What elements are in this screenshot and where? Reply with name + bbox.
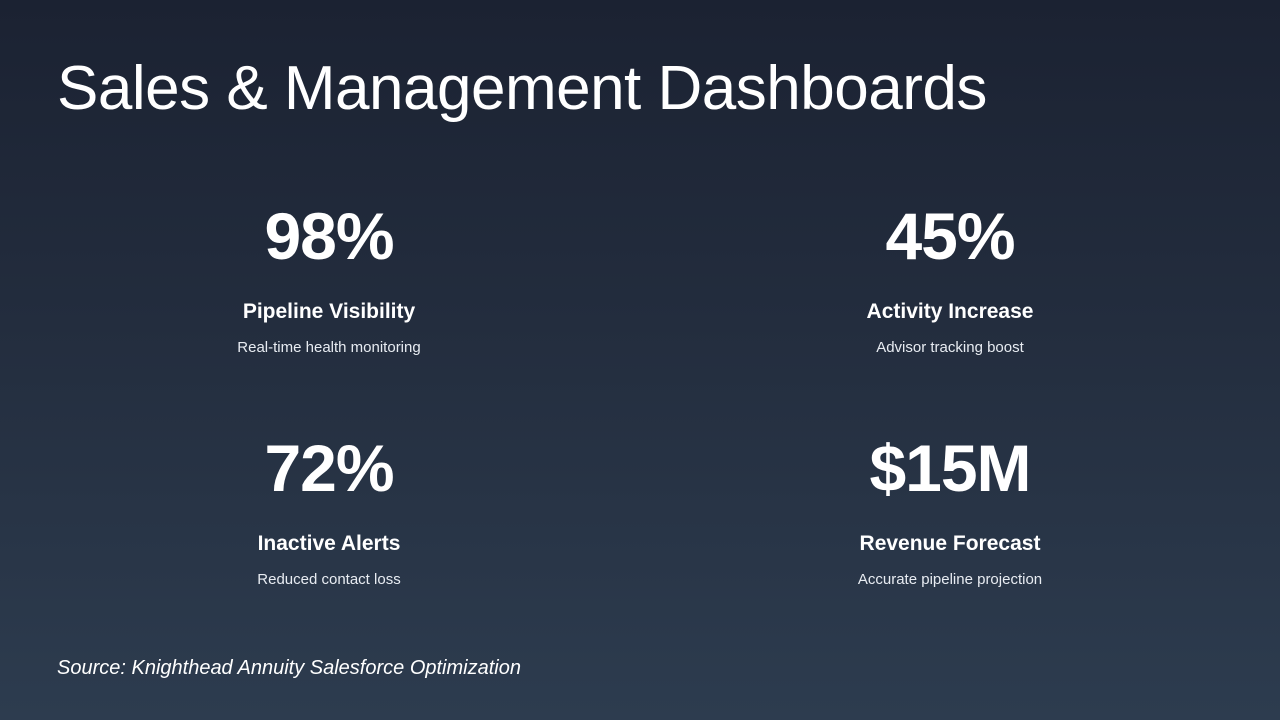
stat-label: Inactive Alerts <box>257 532 401 555</box>
stat-value: 45% <box>885 199 1015 273</box>
stat-description: Reduced contact loss <box>257 571 401 588</box>
stat-card-revenue-forecast: $15M Revenue Forecast Accurate pipeline … <box>670 433 1230 590</box>
stat-card-activity-increase: 45% Activity Increase Advisor tracking b… <box>670 201 1230 358</box>
stat-label: Activity Increase <box>866 300 1034 323</box>
stat-value: 72% <box>264 431 394 505</box>
stat-description: Accurate pipeline projection <box>857 571 1043 588</box>
source-citation: Source: Knighthead Annuity Salesforce Op… <box>57 657 521 679</box>
stat-value: 98% <box>264 199 394 273</box>
stat-card-inactive-alerts: 72% Inactive Alerts Reduced contact loss <box>49 433 609 590</box>
stat-value: $15M <box>869 431 1031 505</box>
stat-description: Advisor tracking boost <box>876 339 1024 356</box>
stat-label: Revenue Forecast <box>859 532 1041 555</box>
stat-description: Real-time health monitoring <box>237 339 421 356</box>
stat-label: Pipeline Visibility <box>242 300 416 323</box>
slide-title: Sales & Management Dashboards <box>57 54 987 123</box>
stat-card-pipeline-visibility: 98% Pipeline Visibility Real-time health… <box>49 201 609 358</box>
